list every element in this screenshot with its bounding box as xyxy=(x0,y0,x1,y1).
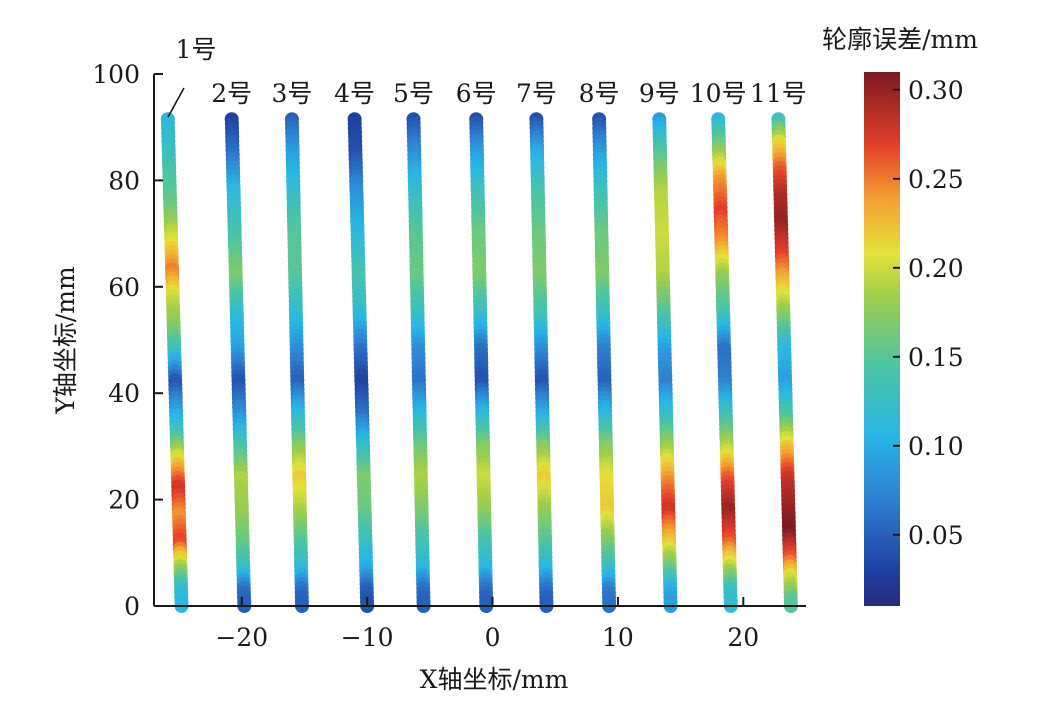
y-tick-label: 80 xyxy=(108,166,140,195)
line-label-2: 2号 xyxy=(211,79,252,108)
line-label-3: 3号 xyxy=(271,79,312,108)
x-tick-label: −20 xyxy=(215,623,268,652)
scan-line-11 xyxy=(771,112,798,613)
y-tick-label: 60 xyxy=(108,273,140,302)
colorbar-tick-label: 0.15 xyxy=(908,343,964,372)
x-tick-label: 20 xyxy=(727,623,759,652)
line-label-8: 8号 xyxy=(579,79,620,108)
line-labels: 1号 2号 3号 4号 5号 6号 7号 8号 9号 10号 11号 xyxy=(176,35,807,108)
colorbar-tick-label: 0.30 xyxy=(908,76,964,105)
y-tick-label: 40 xyxy=(108,379,140,408)
line-label-10: 10号 xyxy=(690,79,747,108)
x-tick-label: 0 xyxy=(485,623,501,652)
x-ticks: −20 −10 0 10 20 xyxy=(215,597,759,652)
y-axis-title: Y轴坐标/mm xyxy=(51,266,80,415)
scan-line-9 xyxy=(652,112,678,613)
line-label-6: 6号 xyxy=(456,79,497,108)
y-tick-label: 100 xyxy=(92,60,140,89)
y-tick-label: 0 xyxy=(124,592,140,621)
scan-line-2 xyxy=(224,112,252,613)
colorbar-tick-label: 0.20 xyxy=(908,254,964,283)
y-tick-label: 20 xyxy=(108,486,140,515)
x-tick-label: 10 xyxy=(602,623,634,652)
axes xyxy=(153,74,806,607)
line-label-7: 7号 xyxy=(516,79,557,108)
label-1-leader-line xyxy=(167,87,185,118)
colorbar-gradient xyxy=(864,72,900,606)
scan-line-1 xyxy=(160,112,189,613)
colorbar: 轮廓误差/mm 0.05 0.10 0.15 0.20 0.25 0.30 xyxy=(822,25,978,606)
x-tick-label: −10 xyxy=(341,623,394,652)
scan-line-6 xyxy=(469,112,494,613)
colorbar-tick-label: 0.10 xyxy=(908,432,964,461)
x-axis-title: X轴坐标/mm xyxy=(420,665,569,694)
scan-line-4 xyxy=(347,112,375,613)
line-label-1: 1号 xyxy=(176,35,217,64)
colorbar-tick-label: 0.05 xyxy=(908,521,964,550)
line-label-4: 4号 xyxy=(334,79,375,108)
line-label-5: 5号 xyxy=(393,79,434,108)
scatter-points xyxy=(160,112,798,613)
line-label-9: 9号 xyxy=(639,79,680,108)
colorbar-tick-label: 0.25 xyxy=(908,165,964,194)
scan-line-10 xyxy=(711,112,738,613)
scan-line-8 xyxy=(592,112,617,613)
scan-line-7 xyxy=(529,112,554,613)
line-label-11: 11号 xyxy=(750,79,807,108)
scan-line-5 xyxy=(406,112,431,613)
colorbar-title: 轮廓误差/mm xyxy=(822,25,978,54)
scan-line-3 xyxy=(284,112,309,613)
y-ticks: 0 20 40 60 80 100 xyxy=(92,60,163,621)
colorbar-ticks: 0.05 0.10 0.15 0.20 0.25 0.30 xyxy=(893,76,964,550)
